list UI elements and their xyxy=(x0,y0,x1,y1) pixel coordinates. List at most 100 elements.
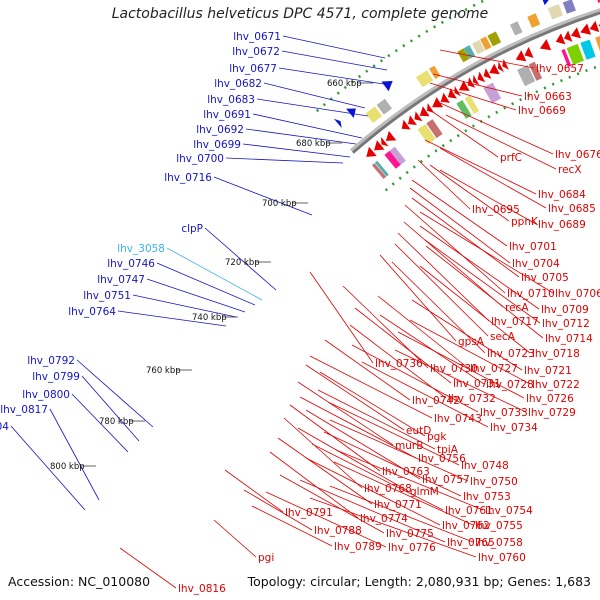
right-leader-line xyxy=(324,339,411,401)
left-leader-line xyxy=(76,359,154,428)
right-leader-line xyxy=(279,474,385,534)
left-gene-label: lhv_0699 xyxy=(193,139,241,151)
right-leader-line xyxy=(391,261,486,354)
right-gene-label: lhv_0723 xyxy=(487,348,535,360)
right-leader-line xyxy=(277,437,373,505)
left-gene-label: lhv_0764 xyxy=(68,306,116,318)
right-gene-label: lhv_0765 xyxy=(447,537,495,549)
inner-cog-block-5 xyxy=(426,119,443,139)
topology-stats-text: Topology: circular; Length: 2,080,931 bp… xyxy=(247,574,591,589)
inner-cog-block-6 xyxy=(456,100,472,119)
left-leader-line xyxy=(10,425,86,511)
right-gene-label: gpsA xyxy=(458,336,485,348)
right-gene-label: lhv_0704 xyxy=(512,258,560,270)
right-gene-label: lhv_0762 xyxy=(442,520,490,532)
right-gene-label: murB xyxy=(395,440,423,452)
right-leader-line xyxy=(379,254,457,342)
right-gene-label: lhv_0754 xyxy=(485,505,533,517)
right-gene-label: lhv_0718 xyxy=(532,348,580,360)
left-leader-line xyxy=(252,113,363,139)
right-gene-label: lhv_0788 xyxy=(314,525,362,537)
right-gene-label: lhv_0789 xyxy=(334,541,382,553)
left-leader-line xyxy=(263,82,366,109)
right-leader-line xyxy=(397,331,525,399)
left-leader-line xyxy=(117,310,227,327)
inner-cog-block-13 xyxy=(580,39,596,60)
right-leader-line xyxy=(349,324,447,399)
right-leader-line xyxy=(432,73,523,97)
right-gene-label: lhv_0771 xyxy=(374,499,422,511)
label-leader-lines xyxy=(10,35,557,589)
reverse-gene-arrow-3 xyxy=(385,130,397,141)
right-gene-label: lhv_0816 xyxy=(178,583,226,595)
gene-labels: lhv_0671 lhv_0672 lhv_0677 lhv_0682 lhv_0683… xyxy=(0,31,600,595)
right-gene-label: lhv_0748 xyxy=(461,460,509,472)
left-leader-line xyxy=(166,247,263,301)
right-gene-label: lhv_0695 xyxy=(472,204,520,216)
scale-tick-label: 740 kbp xyxy=(192,313,227,323)
scale-tick-label: 660 kbp xyxy=(327,79,362,89)
right-gene-label: lhv_0721 xyxy=(524,365,572,377)
reverse-gene-arrow-23 xyxy=(539,39,552,51)
right-leader-line xyxy=(317,389,436,450)
right-leader-line xyxy=(351,344,479,413)
right-leader-line xyxy=(394,349,527,413)
inner-cog-block-2 xyxy=(384,150,401,169)
reverse-gene-arrow-27 xyxy=(580,23,592,35)
right-gene-label: lhv_0657 xyxy=(536,63,584,75)
scale-tick-label: 680 kbp xyxy=(296,139,331,149)
right-leader-line xyxy=(424,239,541,324)
right-leader-line xyxy=(243,489,313,531)
outer-cog-block-10 xyxy=(527,13,541,28)
genome-backbone xyxy=(349,8,600,154)
right-gene-label: lhv_0776 xyxy=(388,542,436,554)
right-leader-line xyxy=(305,409,421,480)
right-leader-line xyxy=(419,225,540,310)
right-gene-label: lhv_0676 xyxy=(555,149,600,161)
reverse-gene-arrow-25 xyxy=(564,30,573,42)
reverse-gene-arrow-14 xyxy=(467,77,476,88)
left-gene-label: lhv_0751 xyxy=(83,290,131,302)
outer-cog-block-13 xyxy=(597,0,600,3)
left-leader-line xyxy=(81,375,140,442)
outer-cog-block-0 xyxy=(365,106,383,123)
right-gene-label: lhv_0712 xyxy=(542,318,590,330)
left-leader-line xyxy=(225,157,344,164)
left-gene-label: lhv_0799 xyxy=(32,371,80,383)
right-leader-line xyxy=(429,164,510,222)
right-leader-line xyxy=(289,404,381,472)
right-leader-line xyxy=(439,147,547,209)
reverse-gene-arrow-21 xyxy=(515,50,527,62)
right-gene-label: lhv_0732 xyxy=(448,393,496,405)
right-leader-line xyxy=(394,243,489,337)
right-leader-line xyxy=(429,82,517,111)
right-gene-label: lhv_0730 xyxy=(430,363,478,375)
right-leader-line xyxy=(329,485,474,543)
scale-tick-label: 760 kbp xyxy=(146,366,181,376)
right-gene-label: tpiA xyxy=(437,444,459,456)
reverse-gene-arrow-4 xyxy=(401,119,411,130)
forward-gene-arrow-0 xyxy=(333,118,342,128)
right-leader-line xyxy=(311,443,444,511)
left-gene-label: lhv_0692 xyxy=(196,124,244,136)
right-leader-line xyxy=(417,159,471,210)
left-gene-label: lhv_0817 xyxy=(0,404,48,416)
reverse-gene-arrow-10 xyxy=(440,92,450,103)
right-leader-line xyxy=(429,109,499,158)
right-leader-line xyxy=(327,401,460,466)
right-gene-label: recA xyxy=(505,302,529,314)
right-leader-line xyxy=(437,101,554,155)
right-leader-line xyxy=(411,179,508,247)
inner-cog-block-3 xyxy=(389,146,406,165)
reverse-gene-arrow-0 xyxy=(366,146,377,157)
left-gene-label: lhv_0677 xyxy=(229,63,277,75)
figure-title: Lactobacillus helveticus DPC 4571, compl… xyxy=(111,6,489,22)
left-gene-label: lhv_3058 xyxy=(117,243,165,255)
right-leader-line xyxy=(323,431,462,497)
outer-cog-block-4 xyxy=(457,48,470,63)
right-gene-label: lhv_0736 xyxy=(375,358,423,370)
outer-cog-block-3 xyxy=(429,65,441,79)
right-gene-label: lhv_0763 xyxy=(382,466,430,478)
reverse-gene-arrow-15 xyxy=(472,74,480,86)
